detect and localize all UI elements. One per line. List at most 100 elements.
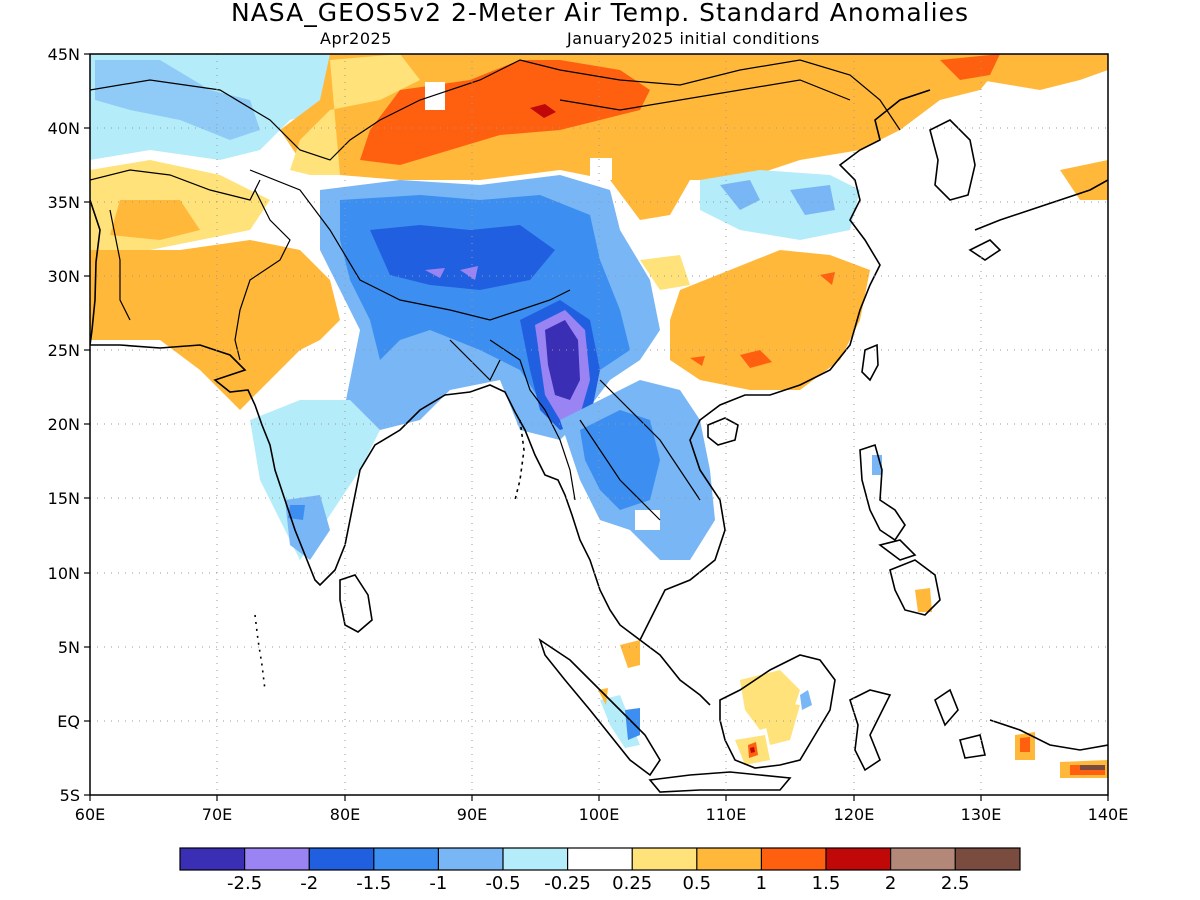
border-iran — [109, 209, 131, 321]
legend-swatch — [567, 848, 633, 870]
legend-label: -2 — [300, 873, 318, 894]
legend-swatch — [438, 848, 503, 870]
field-west-cool-inner — [95, 60, 260, 140]
coastlines — [90, 89, 1108, 793]
field-india-cool — [250, 400, 380, 560]
border-bangladesh — [449, 339, 501, 382]
lat-label: 45N — [48, 45, 80, 64]
legend-swatch — [761, 848, 826, 870]
coast-hainan — [707, 417, 739, 446]
lat-label: 35N — [48, 193, 80, 212]
legend-swatch — [826, 848, 891, 870]
field-northchina-cool-inner — [720, 180, 835, 215]
border-afghanistan — [90, 169, 261, 201]
field-pakistan-warm — [90, 240, 340, 410]
legend-label: 1.5 — [812, 873, 841, 894]
border-thailand — [579, 419, 661, 521]
legend-label: -2.5 — [227, 873, 262, 894]
lat-label: 15N — [48, 489, 80, 508]
legend-swatch — [309, 848, 374, 870]
map-title: NASA_GEOS5v2 2-Meter Air Temp. Standard … — [231, 0, 969, 27]
forecast-month: Apr2025 — [320, 29, 392, 48]
field-southchina-light — [640, 255, 690, 290]
country-borders — [90, 59, 901, 521]
legend-swatch — [244, 848, 310, 870]
lon-label: 110E — [706, 805, 747, 824]
coast-maluku — [934, 688, 986, 759]
lat-label: 25N — [48, 341, 80, 360]
legend-swatch — [373, 848, 439, 870]
field-borneo-warm — [740, 670, 800, 745]
lon-label: 120E — [834, 805, 875, 824]
border-laos-vietnam — [599, 379, 701, 501]
coast-newguinea — [989, 719, 1108, 751]
legend-label: 2 — [885, 873, 896, 894]
lat-label: EQ — [57, 712, 80, 731]
field-korea-warm — [1060, 160, 1108, 200]
field-java-dark — [750, 747, 755, 753]
field-indochina-cool-mid — [580, 410, 660, 510]
field-tibet-purple — [425, 266, 478, 280]
coast-taiwan — [861, 343, 879, 382]
border-pakistan-india — [234, 189, 291, 361]
coast-indochina — [639, 89, 931, 641]
legend-swatch — [180, 848, 245, 870]
coast-arabia-iran — [90, 199, 711, 706]
anomaly-fields — [90, 54, 1108, 778]
coast-sulawesi — [849, 689, 892, 772]
coast-luzon — [859, 443, 906, 542]
field-pakistan-light — [110, 200, 200, 240]
field-newguinea-dark — [1080, 765, 1105, 770]
border-mongolia — [559, 79, 851, 111]
lon-label: 130E — [961, 805, 1002, 824]
field-north-hot-core — [530, 104, 556, 118]
field-sumatra-warm — [598, 640, 640, 705]
field-borneo-cool — [800, 690, 812, 710]
field-northeast-hot — [940, 54, 1000, 80]
legend-swatch — [890, 848, 956, 870]
legend-label: -0.25 — [544, 873, 591, 894]
field-northchina-cool — [700, 170, 860, 240]
coast-srilanka — [339, 574, 373, 633]
coast-java — [648, 771, 792, 793]
field-southchina-warm — [670, 250, 870, 390]
lon-label: 80E — [330, 805, 360, 824]
lon-label: 60E — [75, 805, 105, 824]
lat-label: 5S — [60, 786, 80, 805]
field-north-warm-light — [290, 54, 420, 175]
coast-japan — [974, 179, 1108, 231]
field-tibet-cool-strong — [370, 225, 555, 290]
field-yunnan-core — [545, 320, 580, 400]
lat-labels: 45N 40N 35N 30N 25N 20N 15N 10N 5N EQ 5S — [48, 45, 80, 805]
legend-label: -1 — [429, 873, 447, 894]
coast-borneo — [719, 654, 836, 769]
coast-mindanao — [889, 559, 941, 616]
border-china-north — [90, 59, 901, 161]
legend-label: 2.5 — [941, 873, 970, 894]
initial-conditions-label: January2025 initial conditions — [567, 29, 820, 48]
border-himalaya — [249, 169, 571, 321]
legend-label: 0.5 — [682, 873, 711, 894]
lon-label: 70E — [202, 805, 232, 824]
legend-label: 0.25 — [612, 873, 652, 894]
legend-label: -0.5 — [485, 873, 520, 894]
coast-korea — [929, 119, 976, 201]
color-bar — [179, 847, 1021, 871]
axis-ticks — [84, 53, 1109, 801]
coast-andaman — [514, 419, 525, 501]
lon-label: 140E — [1088, 805, 1129, 824]
lat-label: 10N — [48, 564, 80, 583]
field-philippines-mix — [915, 588, 932, 612]
field-sumatra-cool — [625, 708, 640, 740]
legend-swatch — [696, 848, 762, 870]
legend-swatch — [955, 848, 1020, 870]
legend-swatch — [632, 848, 697, 870]
coast-maldives — [254, 614, 266, 691]
coast-sumatra — [538, 638, 661, 777]
lon-label: 90E — [457, 805, 487, 824]
legend-labels: -2.5 -2 -1.5 -1 -0.5 -0.25 0.25 0.5 1 1.… — [227, 873, 969, 894]
lat-label: 5N — [58, 638, 80, 657]
legend-label: 1 — [756, 873, 767, 894]
lat-label: 40N — [48, 119, 80, 138]
